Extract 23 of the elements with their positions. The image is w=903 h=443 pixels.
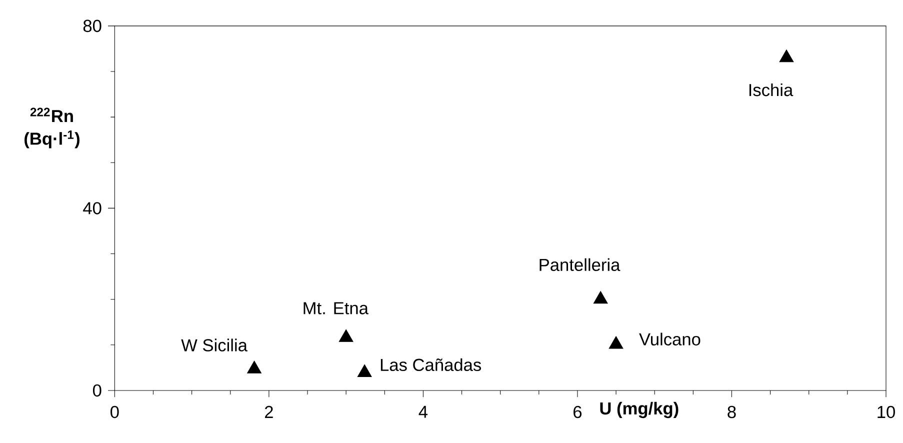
y-tick-label: 0 <box>92 384 102 397</box>
annotation: Mt. Etna <box>304 302 368 314</box>
point <box>593 291 608 304</box>
annotation: Vulcano <box>639 332 700 346</box>
x-tick-label: 2 <box>264 406 273 418</box>
annotation: Las Cañadas <box>380 358 482 372</box>
y-tick-label: 80 <box>83 20 102 32</box>
point <box>357 364 372 377</box>
x-tick-label: 6 <box>574 406 582 418</box>
x-axis-title: U (mg/kg) <box>600 402 678 418</box>
y-tick-label: 40 <box>83 202 102 214</box>
x-tick-label: 8 <box>728 406 736 418</box>
x-tick-label: 4 <box>418 406 428 418</box>
x-tick-label: 10 <box>878 406 895 418</box>
y-axis-title: $^{222}$Rn (Bq·l$^{-1}$) <box>24 108 80 148</box>
point <box>247 360 262 374</box>
annotation: W Sicilia <box>181 338 248 352</box>
annotation: Ischia <box>749 83 794 96</box>
point <box>608 336 624 349</box>
point <box>338 329 354 342</box>
point <box>779 50 794 62</box>
x-tick-label: 0 <box>110 406 119 418</box>
annotation: Pantelleria <box>540 258 620 272</box>
